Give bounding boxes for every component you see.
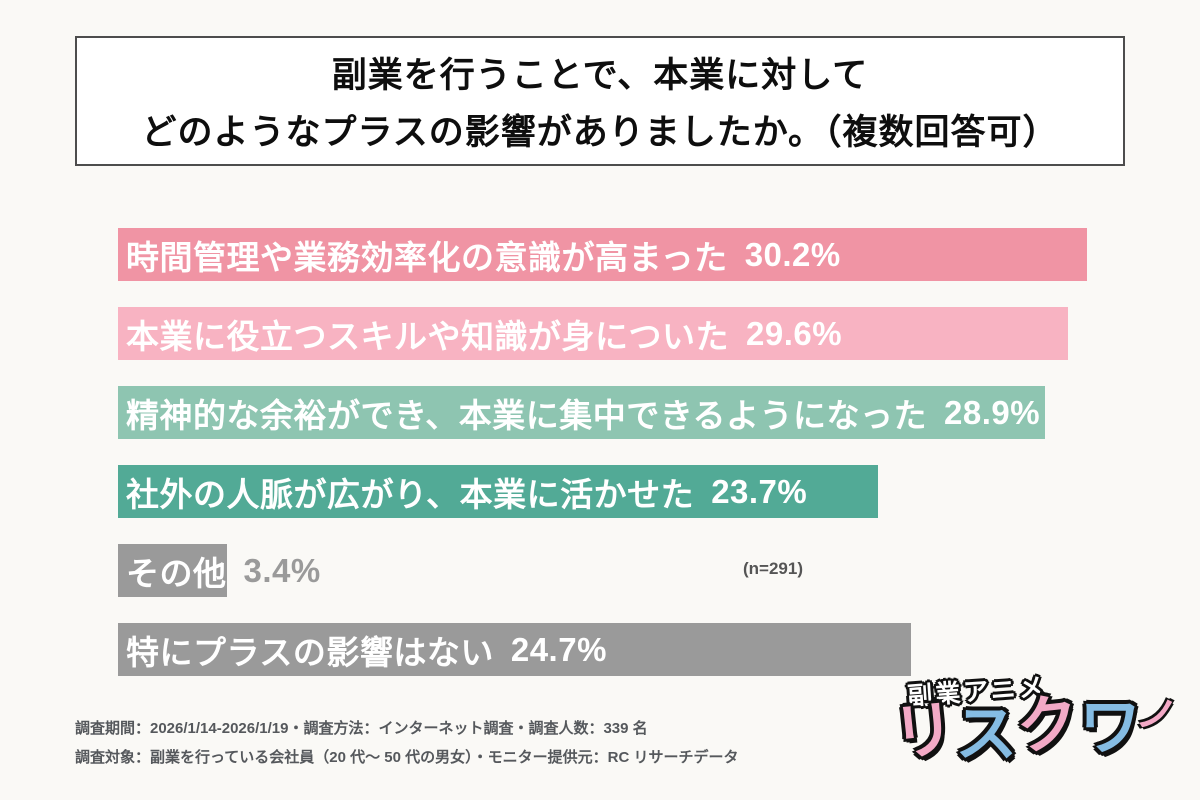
bar-row: 特にプラスの影響はない 24.7%: [118, 623, 1087, 676]
bar: [118, 465, 879, 518]
bar: [118, 544, 228, 597]
bar: [118, 307, 1068, 360]
chart-title-line-2: どのようなプラスの影響がありましたか。（複数回答可）: [141, 113, 1059, 152]
bar-label: 社外の人脈が広がり、本業に活かせた 23.7%: [126, 465, 807, 518]
logo-character: ス: [955, 700, 1018, 770]
bar-label: 本業に役立つスキルや知識が身についた 29.6%: [126, 307, 842, 360]
logo-swoosh-mark: ノ: [1132, 689, 1181, 741]
bar-label: 特にプラスの影響はない 24.7%: [126, 623, 607, 676]
bar-category-text: 時間管理や業務効率化の意識が高まった: [126, 238, 728, 276]
bar-value-text: 3.4%: [243, 551, 321, 589]
sample-size-note: (n=291): [743, 559, 803, 578]
bar: [118, 386, 1046, 439]
riskuwa-logo: 副業アニメ リスクワノ: [890, 668, 1181, 769]
bar-row: 社外の人脈が広がり、本業に活かせた 23.7%: [118, 465, 1087, 518]
bar-category-text: 精神的な余裕ができ、本業に集中できるようになった: [126, 396, 928, 434]
bar-category-text: 特にプラスの影響はない: [126, 633, 494, 671]
bar-value-text: 24.7%: [510, 630, 607, 668]
bar: [118, 623, 911, 676]
horizontal-bar-chart: 時間管理や業務効率化の意識が高まった 30.2% 本業に役立つスキルや知識が身につい…: [118, 228, 1087, 702]
footnote-line-1: 調査期間：2026/1/14-2026/1/19・調査方法：インターネット調査・…: [75, 720, 648, 737]
bar-value-text: 29.6%: [746, 314, 843, 352]
logo-character: ワ: [1079, 693, 1142, 763]
logo-wordmark: リスクワノ: [889, 687, 1181, 770]
bar-label: その他 3.4%: [126, 544, 321, 597]
bar-value-text: 30.2%: [744, 235, 841, 273]
bar-row: 時間管理や業務効率化の意識が高まった 30.2%: [118, 228, 1087, 281]
chart-title-line-1: 副業を行うことで、本業に対して: [331, 56, 869, 95]
bar-value-text: 28.9%: [944, 393, 1041, 431]
logo-character: リ: [889, 694, 959, 770]
survey-footnote: 調査期間：2026/1/14-2026/1/19・調査方法：インターネット調査・…: [75, 714, 738, 772]
bar-label: 時間管理や業務効率化の意識が高まった 30.2%: [126, 228, 841, 281]
title-box: 副業を行うことで、本業に対して どのようなプラスの影響がありましたか。（複数回答…: [75, 36, 1125, 166]
bar-category-text: 社外の人脈が広がり、本業に活かせた: [126, 475, 695, 513]
bar-row: その他 3.4%: [118, 544, 1087, 597]
bar-category-text: 本業に役立つスキルや知識が身についた: [126, 317, 729, 355]
bar-value-text: 23.7%: [711, 472, 808, 510]
bar-label: 精神的な余裕ができ、本業に集中できるようになった 28.9%: [126, 386, 1040, 439]
bar-row: 精神的な余裕ができ、本業に集中できるようになった 28.9%: [118, 386, 1087, 439]
logo-character: ク: [1013, 687, 1083, 764]
bar-row: 本業に役立つスキルや知識が身についた 29.6%: [118, 307, 1087, 360]
bar-category-text: その他: [126, 554, 227, 592]
bar: [118, 228, 1087, 281]
footnote-line-2: 調査対象：副業を行っている会社員（20 代〜 50 代の男女）・モニター提供元：…: [75, 749, 739, 766]
